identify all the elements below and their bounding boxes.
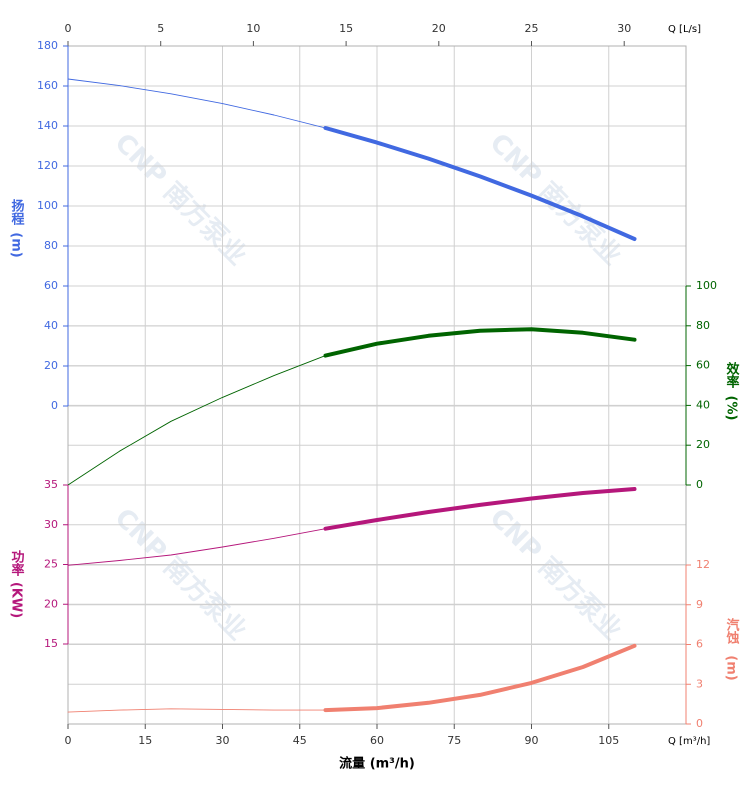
- y-tick-label: 180: [37, 39, 58, 52]
- y-tick-label: 35: [44, 478, 58, 491]
- y-axis-label: 功率: [9, 550, 25, 577]
- y-tick-label: 100: [696, 279, 717, 292]
- x2-tick-label: 15: [339, 22, 353, 35]
- x2-tick-label: 10: [246, 22, 260, 35]
- x-tick-label: 30: [216, 734, 230, 747]
- y-tick-label: 140: [37, 119, 58, 132]
- y-axis-label: 汽蚀: [724, 617, 741, 645]
- y-axis-unit: (m): [9, 232, 24, 257]
- x-tick-label: 105: [598, 734, 619, 747]
- y-tick-label: 12: [696, 558, 710, 571]
- y-tick-label: 80: [44, 239, 58, 252]
- y-axis-unit: (%): [724, 396, 739, 421]
- y-tick-label: 9: [696, 598, 703, 611]
- series-line: [323, 126, 637, 241]
- x-unit-label: Q [m³/h]: [668, 736, 710, 747]
- y-tick-label: 120: [37, 159, 58, 172]
- y-axis-unit: (KW): [9, 582, 24, 618]
- y-tick-label: 40: [696, 398, 710, 411]
- series-line: [67, 355, 326, 486]
- x2-tick-label: 20: [432, 22, 446, 35]
- y-tick-label: 20: [44, 359, 58, 372]
- x-tick-label: 60: [370, 734, 384, 747]
- y-tick-label: 30: [44, 518, 58, 531]
- y-axis-unit: (m): [724, 655, 739, 680]
- series-line: [67, 78, 326, 129]
- y-axis-label: 扬程: [9, 198, 25, 226]
- series-line: [323, 487, 637, 531]
- y-tick-label: 20: [44, 597, 58, 610]
- x-tick-label: 75: [447, 734, 461, 747]
- watermark: CNP 南方泵业: [109, 127, 253, 271]
- series-line: [323, 643, 637, 713]
- x-tick-label: 0: [65, 734, 72, 747]
- y-tick-label: 80: [696, 319, 710, 332]
- watermark: CNP 南方泵业: [484, 502, 628, 646]
- x2-unit-label: Q [L/s]: [668, 24, 701, 35]
- y-tick-label: 60: [696, 359, 710, 372]
- watermark: CNP 南方泵业: [109, 502, 253, 646]
- series-line: [67, 528, 326, 566]
- x-tick-label: 45: [293, 734, 307, 747]
- y-tick-label: 40: [44, 319, 58, 332]
- x-axis-label: 流量 (m³/h): [339, 756, 415, 772]
- x2-tick-label: 30: [617, 22, 631, 35]
- x2-tick-label: 5: [157, 22, 164, 35]
- y-tick-label: 0: [696, 478, 703, 491]
- x-tick-label: 90: [525, 734, 539, 747]
- y-tick-label: 15: [44, 637, 58, 650]
- series-line: [67, 708, 326, 713]
- y-axis-label: 效率: [724, 361, 740, 389]
- y-tick-label: 3: [696, 677, 703, 690]
- x2-tick-label: 25: [525, 22, 539, 35]
- series-line: [323, 327, 637, 358]
- y-tick-label: 100: [37, 199, 58, 212]
- y-tick-label: 6: [696, 638, 703, 651]
- x-tick-label: 15: [138, 734, 152, 747]
- y-tick-label: 0: [696, 717, 703, 730]
- x2-tick-label: 0: [65, 22, 72, 35]
- y-tick-label: 25: [44, 558, 58, 571]
- y-tick-label: 20: [696, 438, 710, 451]
- y-tick-label: 0: [51, 399, 58, 412]
- y-tick-label: 160: [37, 79, 58, 92]
- y-tick-label: 60: [44, 279, 58, 292]
- watermark: CNP 南方泵业: [484, 127, 628, 271]
